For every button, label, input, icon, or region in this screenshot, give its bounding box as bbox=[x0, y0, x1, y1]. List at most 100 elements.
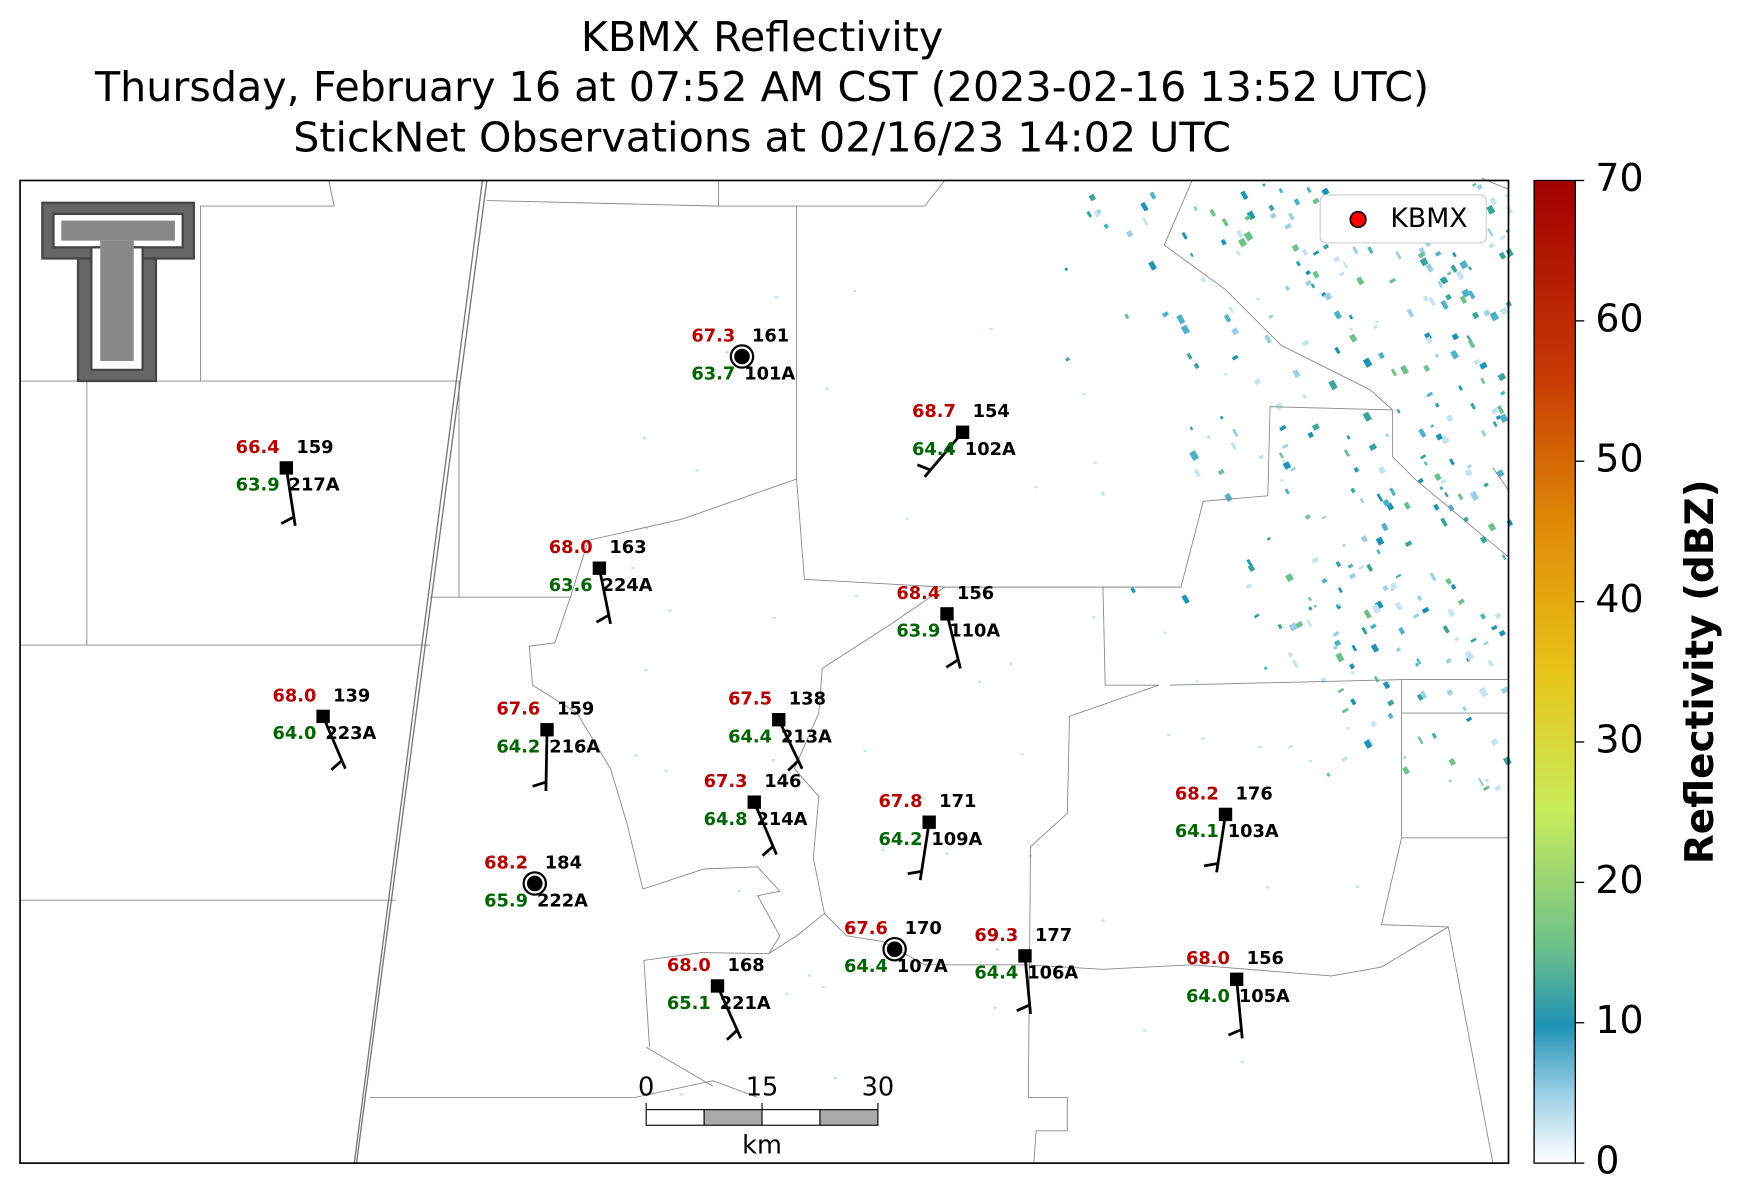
pressure: 156 bbox=[957, 583, 994, 604]
echo bbox=[1362, 411, 1373, 422]
echo bbox=[1442, 625, 1450, 634]
temperature: 68.0 bbox=[1186, 948, 1230, 969]
station-marker bbox=[747, 795, 761, 809]
echo bbox=[1091, 616, 1096, 619]
title: KBMX Reflectivity bbox=[581, 13, 943, 61]
echo bbox=[1253, 378, 1262, 386]
wind-barb-flag bbox=[761, 845, 774, 857]
temperature: 68.7 bbox=[912, 401, 956, 422]
echo bbox=[1337, 587, 1343, 594]
echo bbox=[1292, 369, 1301, 379]
dewpoint: 64.4 bbox=[728, 727, 772, 748]
echo bbox=[1419, 257, 1429, 267]
map-frame bbox=[20, 180, 1509, 1164]
echo bbox=[1466, 464, 1472, 469]
echo bbox=[1348, 327, 1353, 331]
echo bbox=[1445, 414, 1454, 423]
calm-ring bbox=[882, 936, 907, 962]
echo bbox=[1288, 622, 1298, 632]
wind-barb bbox=[945, 613, 962, 669]
echo bbox=[917, 843, 921, 846]
wind-barb bbox=[777, 719, 804, 770]
echo bbox=[1279, 424, 1287, 432]
echo bbox=[1142, 217, 1149, 226]
echo bbox=[1406, 308, 1415, 318]
echo bbox=[1355, 885, 1360, 888]
echo bbox=[1445, 577, 1453, 585]
echo bbox=[1416, 693, 1424, 701]
echo bbox=[1332, 630, 1340, 637]
echo bbox=[1478, 686, 1489, 698]
echo bbox=[1412, 613, 1420, 619]
temperature: 68.0 bbox=[272, 685, 316, 706]
echo bbox=[1467, 290, 1476, 300]
station: 68.2 176 64.1 103A bbox=[1175, 783, 1279, 873]
echo bbox=[1285, 573, 1294, 583]
temperature: 68.0 bbox=[549, 537, 593, 558]
colorbar-tick-label: 70 bbox=[1595, 156, 1643, 200]
wind-barb bbox=[284, 467, 297, 527]
echo bbox=[1455, 270, 1465, 281]
wind-barb-flag bbox=[945, 658, 959, 669]
echo bbox=[945, 852, 949, 855]
echo bbox=[1243, 231, 1254, 242]
wind-barb-flag bbox=[907, 869, 922, 876]
echo bbox=[1313, 604, 1317, 608]
echo bbox=[1320, 677, 1328, 684]
echo bbox=[1389, 581, 1398, 591]
echo bbox=[1371, 603, 1382, 615]
echo bbox=[1308, 759, 1313, 763]
echo bbox=[1230, 442, 1237, 451]
echo bbox=[1500, 390, 1506, 396]
colorbar-tick-label: 30 bbox=[1595, 717, 1643, 761]
dewpoint: 64.2 bbox=[879, 829, 923, 850]
wind-barb bbox=[716, 985, 743, 1039]
echo bbox=[1307, 431, 1315, 439]
echo bbox=[1351, 644, 1358, 652]
echo bbox=[1332, 645, 1338, 651]
echo bbox=[772, 616, 776, 620]
wind-barb-flag bbox=[330, 759, 343, 771]
echo bbox=[1440, 299, 1449, 310]
pressure: 184 bbox=[545, 852, 582, 873]
echo bbox=[1209, 208, 1217, 217]
dewpoint: 65.1 bbox=[667, 993, 711, 1014]
echo bbox=[1363, 609, 1372, 619]
echo bbox=[1423, 364, 1430, 372]
echo bbox=[1253, 613, 1260, 619]
echo bbox=[1009, 662, 1013, 665]
colorbar-tick-label: 10 bbox=[1595, 998, 1643, 1042]
echo bbox=[1444, 491, 1449, 498]
temperature: 68.4 bbox=[896, 583, 940, 604]
echo bbox=[1244, 214, 1252, 221]
echo bbox=[1307, 596, 1312, 602]
wind-barb bbox=[918, 821, 931, 881]
station: 67.6 170 64.4 107A bbox=[844, 918, 948, 977]
station-marker bbox=[592, 561, 607, 575]
echo bbox=[1282, 461, 1292, 470]
echo bbox=[1382, 681, 1391, 690]
temperature: 67.6 bbox=[844, 918, 888, 939]
echo bbox=[1500, 686, 1510, 695]
pressure: 159 bbox=[557, 699, 594, 720]
temperature: 67.6 bbox=[496, 699, 540, 720]
echo bbox=[1446, 271, 1452, 276]
echo bbox=[1093, 209, 1101, 218]
echo bbox=[1501, 554, 1507, 560]
echo bbox=[1221, 217, 1229, 227]
echo bbox=[1350, 671, 1355, 674]
echo bbox=[1372, 324, 1379, 330]
echo bbox=[1366, 563, 1374, 572]
echo bbox=[1311, 556, 1319, 564]
echo bbox=[1224, 492, 1233, 502]
echo bbox=[1429, 572, 1437, 582]
echo bbox=[1301, 339, 1310, 347]
echo bbox=[1181, 594, 1190, 605]
echo bbox=[1034, 486, 1038, 489]
wind-barb bbox=[1235, 979, 1244, 1039]
echo bbox=[1124, 313, 1130, 320]
echo bbox=[1483, 309, 1491, 317]
echo bbox=[1291, 659, 1299, 669]
station-marker bbox=[955, 425, 970, 439]
